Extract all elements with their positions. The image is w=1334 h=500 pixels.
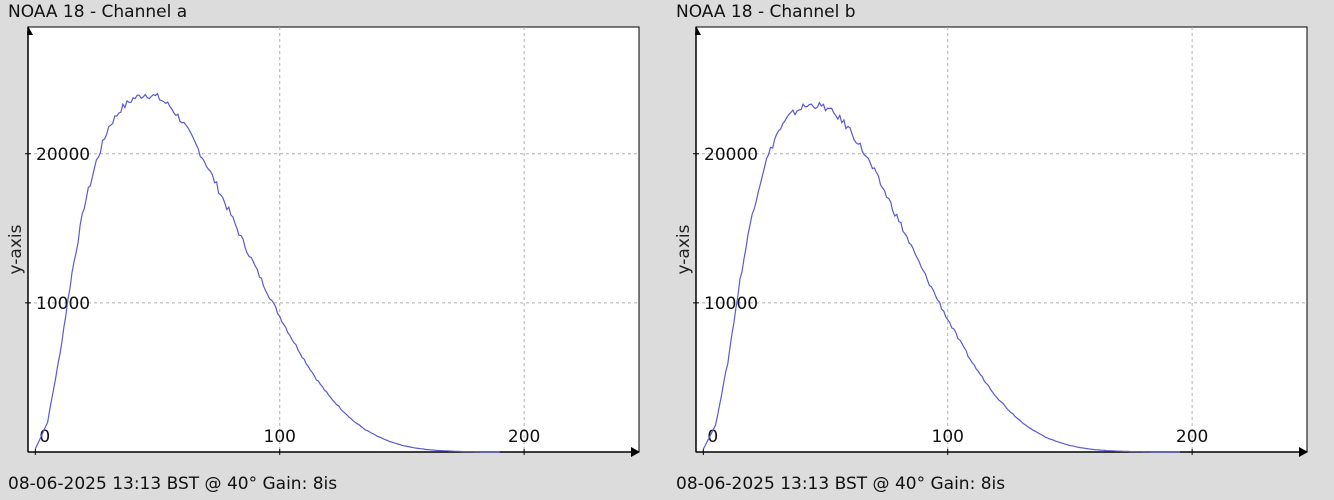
x-tick-label: 100 [932, 427, 964, 447]
y-tick-label: 20000 [704, 145, 758, 165]
plot-background [695, 26, 1308, 453]
chart-footer: 08-06-2025 13:13 BST @ 40° Gain: 8is [676, 474, 1006, 494]
plot-background [27, 26, 640, 453]
plot-area: 0 100 200 10000 20000 y-axis [6, 26, 640, 457]
y-axis-arrow [27, 26, 33, 35]
chart-footer: 08-06-2025 13:13 BST @ 40° Gain: 8is [8, 474, 338, 494]
x-tick-label: 200 [508, 427, 540, 447]
x-axis-arrow [631, 447, 640, 457]
y-tick-label: 10000 [704, 294, 758, 314]
chart-panel-channel-b: NOAA 18 - Channel b 0 100 200 10000 20000 y-a… [668, 0, 1326, 500]
plot-area: 0 100 200 10000 20000 y-axis [674, 26, 1308, 457]
series-line [702, 101, 1180, 453]
x-tick-label: 100 [264, 427, 296, 447]
chart-title: NOAA 18 - Channel a [8, 2, 188, 22]
chart-title: NOAA 18 - Channel b [676, 2, 856, 22]
y-axis-label: y-axis [6, 224, 26, 274]
x-axis-arrow [1299, 447, 1308, 457]
x-tick-label: 0 [39, 427, 50, 447]
y-tick-label: 20000 [36, 145, 90, 165]
x-tick-label: 200 [1176, 427, 1208, 447]
chart-panel-channel-a: NOAA 18 - Channel a 0 100 200 10000 20000 y-a… [0, 0, 658, 500]
y-tick-label: 10000 [36, 294, 90, 314]
series-line [34, 92, 500, 453]
x-tick-label: 0 [707, 427, 718, 447]
y-axis-arrow [695, 26, 701, 35]
y-axis-label: y-axis [674, 224, 694, 274]
